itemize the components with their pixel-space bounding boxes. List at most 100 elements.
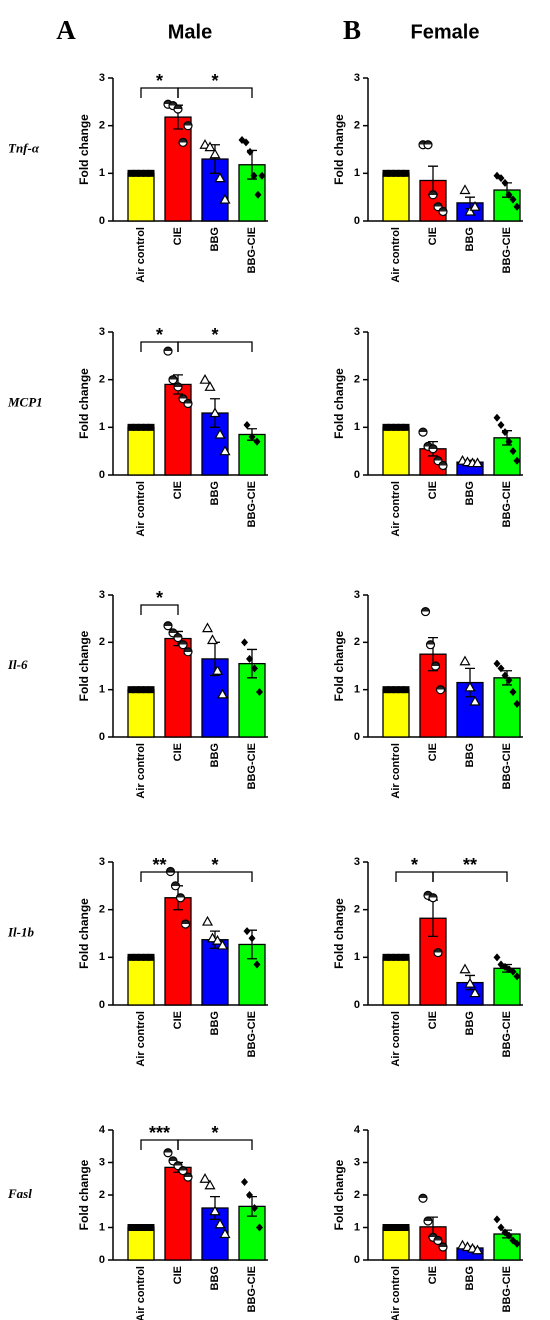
significance-label: * <box>156 588 163 608</box>
data-point <box>509 967 517 976</box>
data-point <box>428 893 438 903</box>
data-point <box>132 169 140 177</box>
bar <box>127 1226 155 1261</box>
y-tick-label: 3 <box>99 72 105 84</box>
data-point <box>173 632 183 643</box>
data-point <box>168 375 178 385</box>
data-point <box>127 686 135 694</box>
data-point <box>209 1205 221 1216</box>
data-point <box>216 939 229 950</box>
data-point <box>471 1244 484 1255</box>
data-point <box>132 686 140 694</box>
bar <box>127 956 155 1006</box>
x-tick-label: CIE <box>172 481 184 499</box>
data-point <box>387 1224 395 1231</box>
significance-label: * <box>211 71 218 91</box>
data-point <box>428 190 438 200</box>
data-point <box>382 169 390 177</box>
y-axis-label: Fold change <box>332 898 346 969</box>
significance-label: * <box>156 325 163 345</box>
data-point <box>147 169 155 177</box>
y-tick-label: 3 <box>99 1156 105 1168</box>
data-point <box>392 169 400 177</box>
x-tick-label: BBG-CIE <box>501 481 513 527</box>
x-tick-label: Air control <box>135 227 147 283</box>
data-point <box>214 172 226 183</box>
data-point <box>387 423 395 431</box>
x-tick-label: BBG <box>464 1266 476 1290</box>
data-point <box>209 148 221 159</box>
y-tick-label: 2 <box>99 636 105 648</box>
data-point <box>250 171 258 180</box>
data-point <box>214 1218 226 1229</box>
data-point <box>392 423 400 431</box>
data-point <box>509 447 517 456</box>
bar <box>201 939 229 1006</box>
data-point <box>199 1173 211 1183</box>
x-tick-label: CIE <box>172 1011 184 1029</box>
data-point <box>497 174 505 183</box>
data-point <box>206 932 219 943</box>
y-tick-label: 1 <box>99 1221 105 1233</box>
y-tick-label: 2 <box>354 1189 360 1201</box>
x-tick-label: BBG <box>209 227 221 251</box>
x-tick-label: BBG <box>209 1266 221 1290</box>
data-point <box>204 381 216 391</box>
data-point <box>459 655 471 666</box>
data-point <box>428 444 438 454</box>
y-tick-label: 1 <box>354 421 360 433</box>
x-tick-label: Air control <box>390 1266 402 1320</box>
x-tick-label: CIE <box>172 227 184 245</box>
data-point <box>423 140 433 150</box>
data-point <box>501 178 509 187</box>
data-point <box>147 423 155 431</box>
data-point <box>464 205 476 216</box>
data-point <box>199 139 211 149</box>
data-point <box>425 640 436 650</box>
data-point <box>127 1224 135 1231</box>
y-tick-label: 2 <box>354 374 360 386</box>
data-point <box>183 1172 193 1182</box>
x-tick-label: BBG <box>209 743 221 767</box>
data-point <box>170 881 181 891</box>
data-point <box>387 169 395 177</box>
bar <box>493 677 521 738</box>
bar <box>382 172 410 222</box>
data-point <box>254 190 262 199</box>
data-point <box>183 398 193 409</box>
bar <box>164 116 192 222</box>
bar <box>382 426 410 476</box>
x-tick-label: BBG-CIE <box>246 227 258 273</box>
data-point <box>251 1204 258 1212</box>
data-point <box>387 953 395 961</box>
data-point <box>246 1191 253 1199</box>
bar <box>382 956 410 1006</box>
data-point <box>438 460 448 471</box>
bar <box>127 689 155 738</box>
data-point <box>459 963 471 974</box>
x-tick-label: Air control <box>135 1266 147 1320</box>
y-tick-label: 1 <box>354 684 360 696</box>
y-tick-label: 0 <box>354 731 360 743</box>
data-point <box>219 1228 231 1239</box>
data-point <box>201 915 214 926</box>
data-point <box>513 699 521 708</box>
x-tick-label: BBG-CIE <box>246 481 258 527</box>
data-point <box>493 1215 501 1224</box>
y-tick-label: 1 <box>99 167 105 179</box>
y-tick-label: 0 <box>99 215 105 227</box>
data-point <box>201 622 214 633</box>
x-tick-label: Air control <box>390 481 402 537</box>
y-tick-label: 1 <box>99 421 105 433</box>
bar <box>164 897 192 1006</box>
data-point <box>178 137 188 147</box>
x-tick-label: Air control <box>390 743 402 799</box>
bar <box>127 426 155 476</box>
y-tick-label: 1 <box>99 684 105 696</box>
data-point <box>147 1224 155 1231</box>
data-point <box>423 1216 433 1226</box>
data-point <box>513 1239 521 1248</box>
data-point <box>147 686 155 694</box>
data-point <box>142 686 150 694</box>
data-point <box>214 428 226 439</box>
